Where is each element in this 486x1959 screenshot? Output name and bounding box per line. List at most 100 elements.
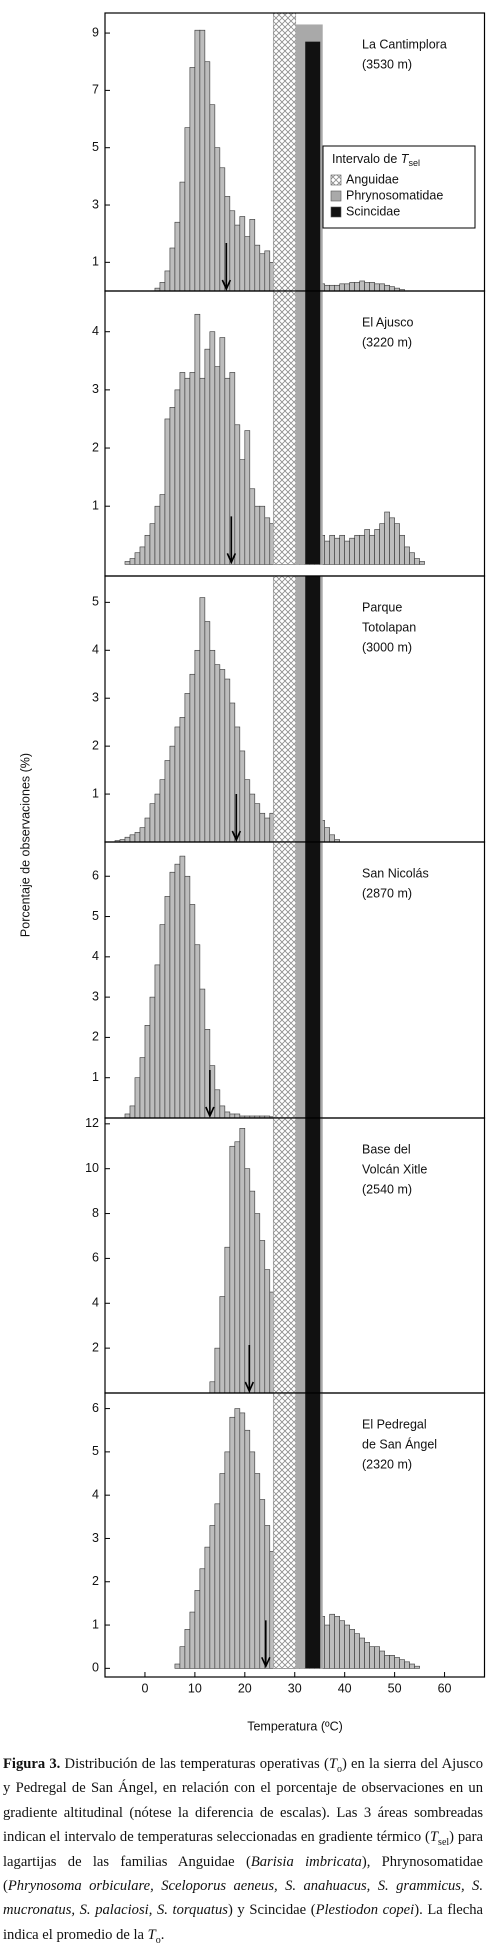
temperature-band <box>272 1392 297 1669</box>
histogram-bar <box>184 377 191 565</box>
temperature-band <box>305 576 321 842</box>
histogram-bar <box>214 1503 221 1669</box>
y-tick-label: 2 <box>92 1030 99 1044</box>
histogram-bar <box>339 534 345 565</box>
histogram-bar <box>374 529 380 565</box>
histogram-bar <box>334 537 340 565</box>
panel-label: (3530 m) <box>362 57 412 71</box>
histogram-bar <box>194 944 201 1119</box>
histogram-bar <box>199 1568 206 1669</box>
histogram-bar <box>204 621 211 843</box>
histogram-bar <box>259 1499 266 1669</box>
histogram-bar <box>184 875 191 1119</box>
panel-label: El Pedregal <box>362 1417 427 1431</box>
histogram-bar <box>379 1650 385 1669</box>
histogram-bar <box>339 1620 345 1669</box>
y-tick-label: 5 <box>92 595 99 609</box>
histogram-bar <box>234 224 241 292</box>
histogram-bar <box>169 407 176 565</box>
y-tick-label: 1 <box>92 786 99 800</box>
y-tick-label: 2 <box>92 1574 99 1588</box>
histogram-bar <box>399 1659 405 1669</box>
histogram-bar <box>234 1141 241 1394</box>
histogram-bar <box>249 1190 256 1394</box>
histogram-bar <box>254 1473 261 1669</box>
histogram-bar <box>364 529 370 565</box>
panel-label: (2870 m) <box>362 886 412 900</box>
histogram-bar <box>239 216 246 292</box>
histogram-bar <box>219 1296 226 1394</box>
x-tick-label: 40 <box>338 1681 352 1695</box>
caption-run: ), Phrynosomatidae ( <box>3 1853 483 1895</box>
histogram-bar <box>374 1646 380 1669</box>
histogram-bar <box>129 558 136 565</box>
panel-label: El Ajusco <box>362 315 413 329</box>
mean-arrowhead <box>221 279 232 291</box>
histogram-bar <box>229 210 236 292</box>
histogram-bar <box>354 1633 360 1669</box>
temperature-band <box>305 842 321 1118</box>
histogram-bar <box>234 1408 241 1669</box>
legend-title-subscript: sel <box>408 158 420 168</box>
panel-label: Parque <box>362 600 402 614</box>
histogram-bar <box>254 244 261 292</box>
histogram-bar <box>214 1347 221 1394</box>
histogram-bar <box>169 745 176 843</box>
y-tick-label: 1 <box>92 1070 99 1084</box>
panel-label: de San Ángel <box>362 1436 437 1451</box>
panel-label: San Nicolás <box>362 866 429 880</box>
histogram-bar <box>149 996 156 1119</box>
histogram-bar <box>179 372 186 565</box>
histogram-bar <box>334 1616 340 1669</box>
temperature-band <box>305 1118 321 1393</box>
histogram-bar <box>189 673 196 843</box>
y-tick-label: 5 <box>92 140 99 154</box>
histogram-bar <box>249 219 256 292</box>
histogram-bar <box>229 1113 236 1119</box>
caption-run: T <box>328 1756 337 1772</box>
y-tick-label: 3 <box>92 691 99 705</box>
histogram-bar <box>229 702 236 843</box>
histogram-bar <box>169 247 176 292</box>
y-tick-label: 4 <box>92 643 99 657</box>
histogram-bar <box>389 286 395 292</box>
x-axis-title: Temperatura (ºC) <box>247 1719 343 1733</box>
histogram-bar <box>259 253 266 292</box>
x-tick-label: 0 <box>141 1681 148 1695</box>
y-tick-label: 4 <box>92 324 99 338</box>
y-tick-label: 5 <box>92 1444 99 1458</box>
histogram-bar <box>224 1451 231 1669</box>
y-tick-label: 2 <box>92 1340 99 1354</box>
y-tick-label: 2 <box>92 440 99 454</box>
histogram-bar <box>244 430 251 565</box>
histogram-bar <box>414 1665 420 1669</box>
histogram-bar <box>399 534 405 565</box>
y-tick-label: 6 <box>92 1251 99 1265</box>
histogram-bar <box>254 803 261 843</box>
histogram-bar <box>124 836 131 843</box>
caption-run: ) para lagartijas de las familias Anguid… <box>3 1829 483 1870</box>
histogram-bar <box>244 779 251 843</box>
caption-run: Plestiodon copei <box>315 1902 415 1919</box>
y-tick-label: 3 <box>92 197 99 211</box>
histogram-bar <box>144 817 151 843</box>
mean-arrowhead <box>244 1381 255 1393</box>
y-tick-label: 0 <box>92 1661 99 1675</box>
x-tick-label: 20 <box>238 1681 252 1695</box>
histogram-bar <box>179 1646 186 1669</box>
y-tick-label: 12 <box>85 1116 99 1130</box>
histogram-bar <box>224 678 231 843</box>
histogram-bar <box>199 988 206 1119</box>
histogram-bar <box>344 1624 350 1669</box>
histogram-bar <box>179 717 186 843</box>
histogram-bar <box>329 834 335 843</box>
x-tick-label: 30 <box>288 1681 302 1695</box>
histogram-bar <box>379 283 385 292</box>
histogram-bar <box>139 1057 146 1119</box>
histogram-bar <box>184 1629 191 1669</box>
histogram-bar <box>174 389 181 565</box>
histogram-bar <box>224 377 231 565</box>
histogram-bar <box>214 1089 221 1119</box>
histogram-bar <box>384 1655 390 1669</box>
temperature-band <box>272 841 297 1119</box>
